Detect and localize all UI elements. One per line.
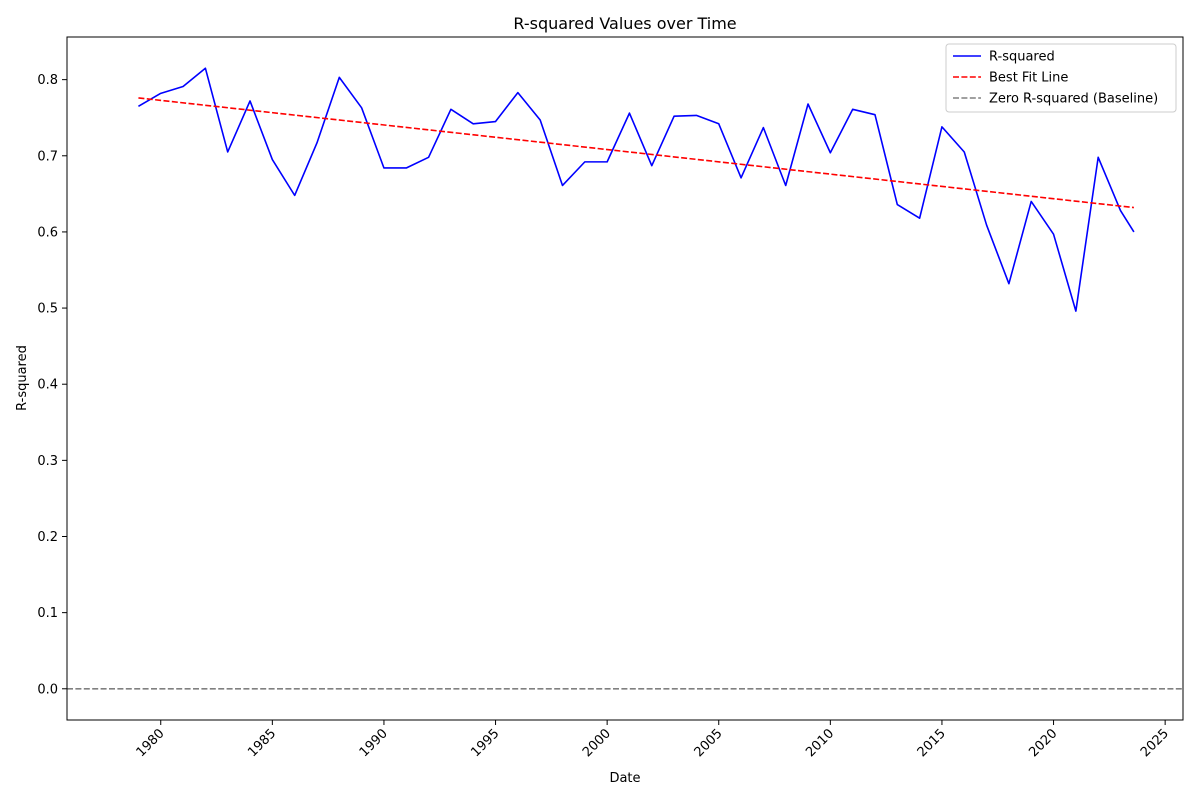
x-tick-label: 1995 — [468, 726, 502, 760]
y-tick-label: 0.5 — [37, 302, 58, 317]
x-tick-label: 2025 — [1138, 726, 1172, 760]
legend: R-squared Best Fit Line Zero R-squared (Ba… — [945, 43, 1177, 113]
x-tick-label: 2015 — [915, 726, 949, 760]
legend-label: R-squared — [989, 50, 1055, 65]
x-tick-label: 2010 — [803, 726, 837, 760]
y-tick-label: 0.0 — [37, 682, 58, 697]
x-tick-label: 1990 — [357, 726, 391, 760]
legend-label: Zero R-squared (Baseline) — [989, 92, 1158, 107]
y-tick-label: 0.7 — [37, 149, 58, 164]
series-line-1 — [138, 97, 1134, 209]
x-tick-label: 2020 — [1026, 726, 1060, 760]
x-tick-label: 2005 — [692, 726, 726, 760]
y-tick-label: 0.1 — [37, 606, 58, 621]
x-tick-label: 1980 — [134, 726, 168, 760]
y-tick-label: 0.2 — [37, 530, 58, 545]
y-tick-label: 0.3 — [37, 454, 58, 469]
y-tick-label: 0.8 — [37, 73, 58, 88]
chart-title: R-squared Values over Time — [513, 14, 736, 33]
x-axis-title: Date — [609, 771, 640, 786]
y-tick-label: 0.4 — [37, 378, 58, 393]
plot-frame — [66, 36, 1184, 721]
y-tick-label: 0.6 — [37, 225, 58, 240]
x-tick-label: 1985 — [245, 726, 279, 760]
legend-box — [945, 43, 1177, 113]
series-line-0 — [138, 67, 1135, 312]
y-axis-title: R-squared — [15, 345, 30, 411]
legend-label: Best Fit Line — [989, 71, 1068, 86]
x-tick-label: 2000 — [580, 726, 614, 760]
